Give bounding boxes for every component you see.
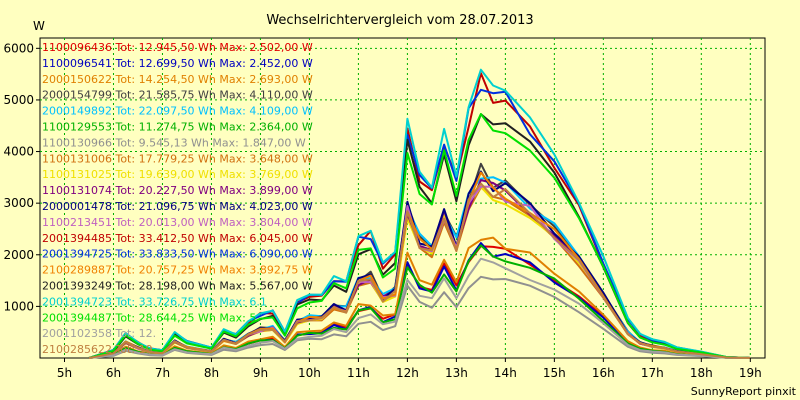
legend-entry: 2001394723 Tot: 33.726,75 Wh Max: 6.1 (42, 295, 267, 308)
x-tick-label: 5h (57, 366, 72, 380)
legend-entry: 2001393249 Tot: 28.198,00 Wh Max: 5.567,… (42, 280, 313, 293)
legend-entry: 2000001478 Tot: 21.096,75 Wh Max: 4.023,… (42, 200, 313, 213)
x-tick-label: 11h (347, 366, 370, 380)
legend-entry: 1100131074 Tot: 20.227,50 Wh Max: 3.899,… (42, 184, 313, 197)
y-tick-label: 4000 (3, 145, 34, 159)
x-tick-label: 7h (155, 366, 170, 380)
x-tick-label: 12h (396, 366, 419, 380)
y-tick-label: 5000 (3, 93, 34, 107)
series-line (88, 257, 751, 359)
chart-title: Wechselrichtervergleich vom 28.07.2013 (266, 13, 533, 28)
series-line (88, 113, 751, 359)
x-tick-label: 8h (204, 366, 219, 380)
y-axis-unit: W (33, 19, 45, 33)
y-tick-label: 6000 (3, 41, 34, 55)
legend-entry: 2000149892 Tot: 22.097,50 Wh Max: 4.109,… (42, 105, 313, 118)
y-tick-label: 1000 (3, 299, 34, 313)
x-tick-label: 18h (690, 366, 713, 380)
footer-credit: SunnyReport pinxit (691, 385, 797, 398)
legend-entry: 1100131006 Tot: 17.779,25 Wh Max: 3.648,… (42, 152, 313, 165)
y-tick-label: 3000 (3, 196, 34, 210)
legend-entry: 1100131025 Tot: 19.639,00 Wh Max: 3.769,… (42, 168, 313, 181)
legend-entry: 2001102358 Tot: 12. (42, 327, 156, 340)
x-tick-label: 10h (298, 366, 321, 380)
series-line (88, 182, 751, 359)
legend-entry: 2001394485 Tot: 33.412,50 Wh Max: 6.045,… (42, 232, 313, 245)
x-tick-label: 19h (739, 366, 762, 380)
legend-entry: 2100289887 Tot: 20.757,25 Wh Max: 3.892,… (42, 264, 313, 277)
legend-entry: 1100130966 Tot: 9.545,13 Wh Max: 1.847,0… (42, 136, 306, 149)
x-tick-label: 6h (106, 366, 121, 380)
legend-entry: 2001394725 Tot: 33.833,50 Wh Max: 6.090,… (42, 248, 313, 261)
x-tick-label: 14h (494, 366, 517, 380)
legend-entry: 1100096541 Tot: 12.699,50 Wh Max: 2.452,… (42, 57, 313, 70)
x-tick-label: 16h (592, 366, 615, 380)
legend-entry: 2100285622 Tot: 19. (42, 343, 156, 356)
legend-entry: 2001394487 Tot: 28.644,25 Wh Max: 5. (42, 311, 260, 324)
x-tick-label: 13h (445, 366, 468, 380)
legend-entry: 2000154799 Tot: 21.585,75 Wh Max: 4.110,… (42, 89, 313, 102)
x-tick-label: 15h (543, 366, 566, 380)
y-tick-label: 2000 (3, 248, 34, 262)
legend-entry: 1100129553 Tot: 11.274,75 Wh Max: 2.364,… (42, 121, 313, 134)
x-tick-label: 9h (253, 366, 268, 380)
legend-entry: 1100096436 Tot: 12.945,50 Wh Max: 2.502,… (42, 41, 313, 54)
legend-entry: 2000150622 Tot: 14.254,50 Wh Max: 2.693,… (42, 73, 313, 86)
x-tick-label: 17h (641, 366, 664, 380)
legend-entry: 1100213451 Tot: 20.013,00 Wh Max: 3.804,… (42, 216, 313, 229)
series-line (88, 68, 751, 359)
